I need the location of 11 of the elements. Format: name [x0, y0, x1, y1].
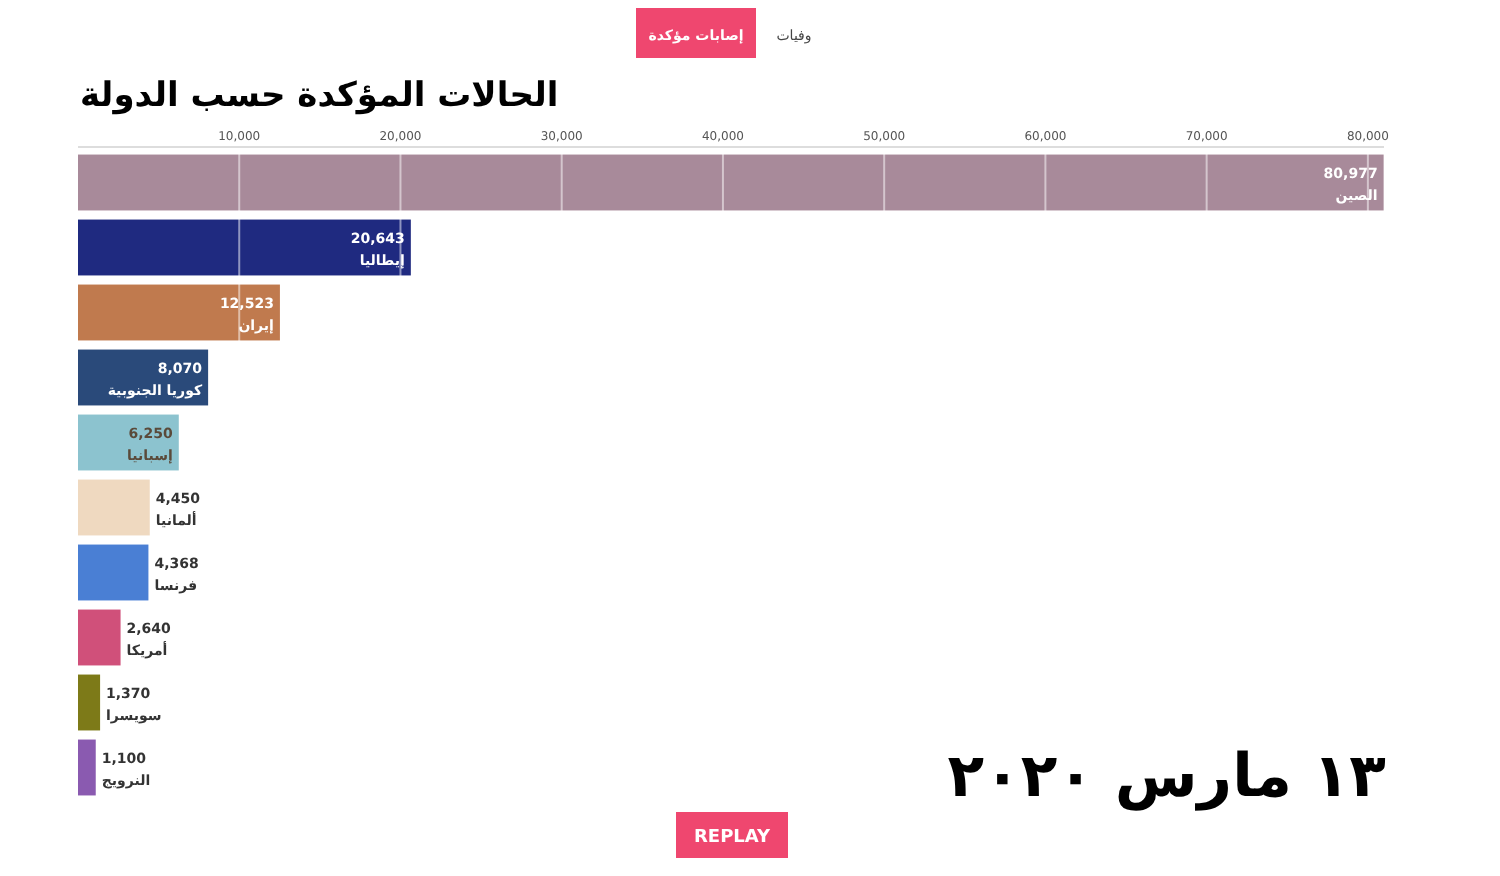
bar: [78, 739, 96, 796]
chart-title: الحالات المؤكدة حسب الدولة: [80, 76, 559, 116]
annotation: ١٣ مارس ٢٠٢٠: [947, 742, 1386, 812]
bar: [78, 284, 280, 341]
bar: [78, 154, 1384, 211]
bar: [78, 219, 411, 276]
bar: [78, 544, 149, 601]
bar: [78, 479, 150, 536]
bar: [78, 609, 121, 666]
bar: [78, 674, 101, 731]
text: REPLAY: [693, 828, 771, 848]
